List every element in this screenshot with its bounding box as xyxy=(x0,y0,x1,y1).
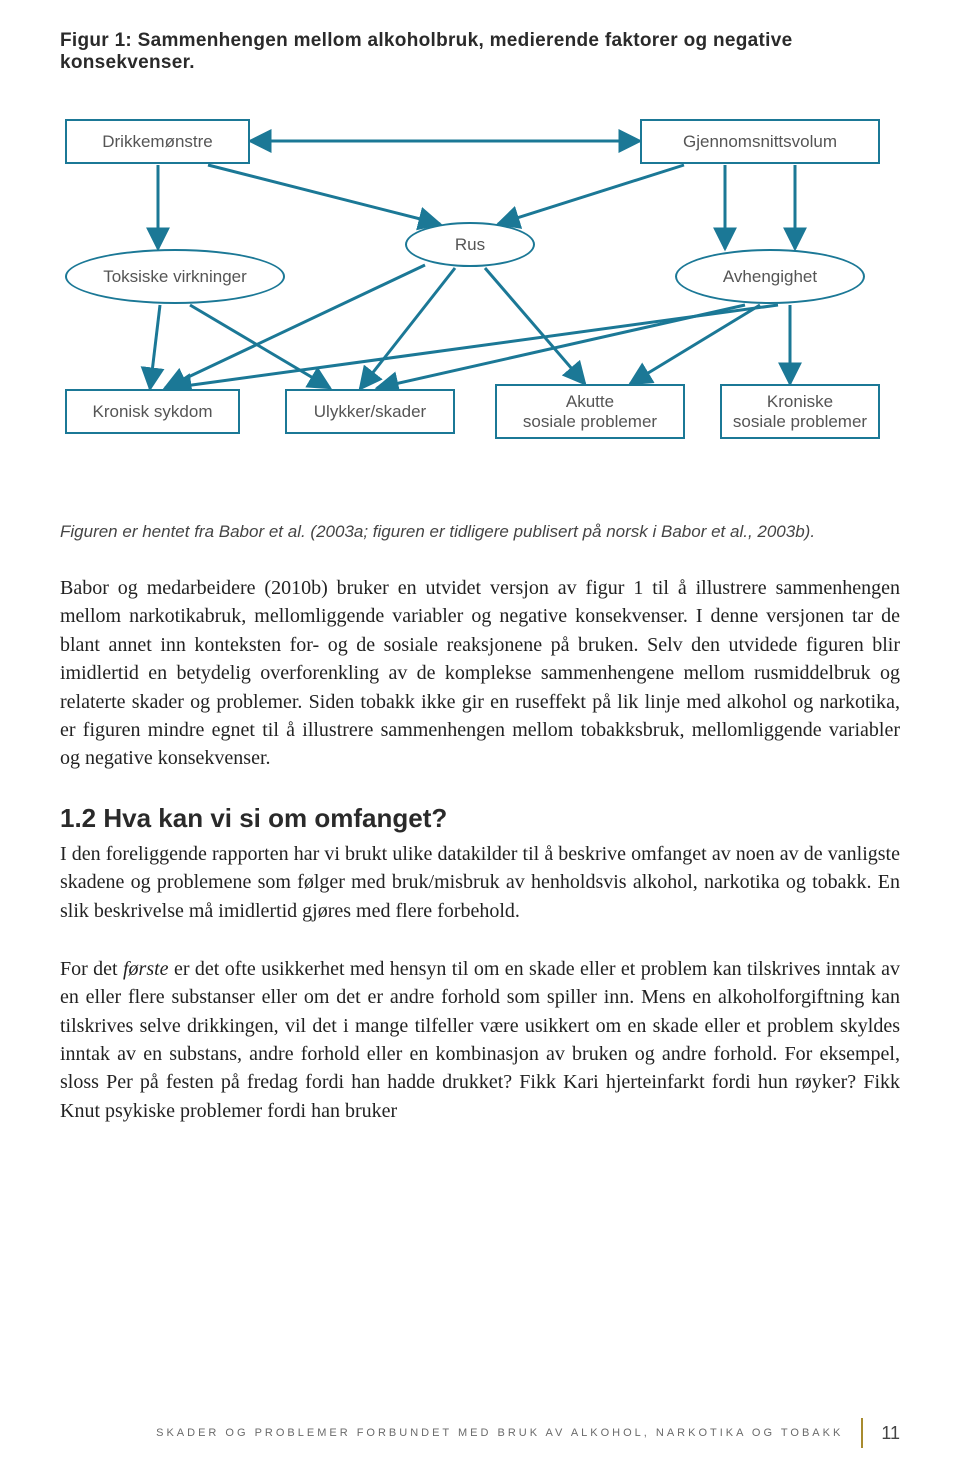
node-toksiske: Toksiske virkninger xyxy=(65,249,285,304)
node-gjennomsnitt: Gjennomsnittsvolum xyxy=(640,119,880,164)
node-ulykker: Ulykker/skader xyxy=(285,389,455,434)
footer-divider xyxy=(861,1418,863,1448)
node-drikkemonstre: Drikkemønstre xyxy=(65,119,250,164)
figure-diagram: Drikkemønstre Gjennomsnittsvolum Toksiske … xyxy=(60,94,890,494)
node-kroniske_sos: Kroniskesosiale problemer xyxy=(720,384,880,439)
paragraph-2: I den foreliggende rapporten har vi bruk… xyxy=(60,840,900,925)
p3-em: første xyxy=(123,958,169,980)
p3-post: er det ofte usikkerhet med hensyn til om… xyxy=(60,958,900,1122)
paragraph-1: Babor og medarbeidere (2010b) bruker en … xyxy=(60,574,900,773)
footer-running-title: SKADER OG PROBLEMER FORBUNDET MED BRUK A… xyxy=(156,1427,843,1439)
figure-title: Figur 1: Sammenhengen mellom alkoholbruk… xyxy=(60,30,900,74)
paragraph-3: For det første er det ofte usikkerhet me… xyxy=(60,955,900,1125)
node-akutte: Akuttesosiale problemer xyxy=(495,384,685,439)
page-number: 11 xyxy=(881,1423,900,1444)
page-footer: SKADER OG PROBLEMER FORBUNDET MED BRUK A… xyxy=(0,1418,960,1448)
node-kronisk_sykdom: Kronisk sykdom xyxy=(65,389,240,434)
section-heading: 1.2 Hva kan vi si om omfanget? xyxy=(60,803,900,834)
node-rus: Rus xyxy=(405,222,535,267)
node-avhengighet: Avhengighet xyxy=(675,249,865,304)
p3-pre: For det xyxy=(60,958,123,980)
figure-citation: Figuren er hentet fra Babor et al. (2003… xyxy=(60,522,900,542)
